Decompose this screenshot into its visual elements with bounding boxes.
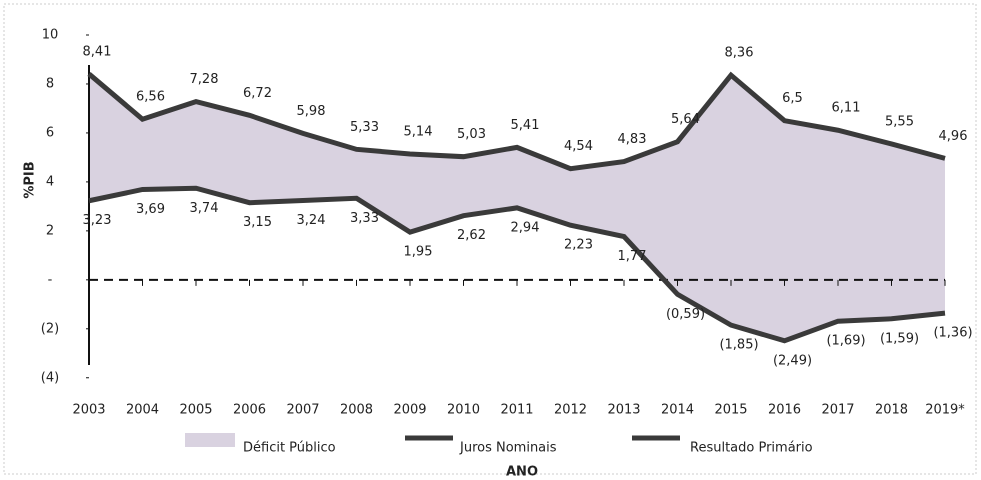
data-label: 3,74 <box>190 201 219 216</box>
x-tick-label: 2004 <box>126 403 159 418</box>
data-label: 5,64 <box>671 112 700 127</box>
data-label: 4,83 <box>618 132 647 147</box>
series-line <box>87 71 946 172</box>
y-tick-label: 8 <box>46 76 54 91</box>
data-label: (0,59) <box>666 307 705 322</box>
x-tick-label: 2017 <box>821 403 854 418</box>
data-label: (1,36) <box>933 326 972 341</box>
x-tick-label: 2016 <box>768 403 801 418</box>
x-tick-label: 2018 <box>875 403 908 418</box>
data-label: 5,41 <box>511 118 540 133</box>
x-tick-label: 2008 <box>340 403 373 418</box>
x-tick-label: 2010 <box>447 403 480 418</box>
data-label: (2,49) <box>773 353 812 368</box>
x-tick-label: 2012 <box>554 403 587 418</box>
data-label: 6,11 <box>832 101 861 116</box>
data-label: 6,5 <box>782 91 803 106</box>
y-tick-label: 2 <box>46 223 54 238</box>
legend-label: Resultado Primário <box>690 441 813 456</box>
data-label: 5,55 <box>885 114 914 129</box>
x-tick-label: 2009 <box>393 403 426 418</box>
data-label: 2,62 <box>457 228 486 243</box>
data-label: (1,85) <box>719 338 758 353</box>
data-label: 3,23 <box>83 213 112 228</box>
data-label: 8,36 <box>725 46 754 61</box>
y-tick-label: 4 <box>46 174 54 189</box>
data-label: 6,72 <box>243 86 272 101</box>
data-label: 7,28 <box>190 72 219 87</box>
x-tick-label: 2014 <box>661 403 694 418</box>
x-tick-label: 2015 <box>714 403 747 418</box>
x-tick-label: 2003 <box>72 403 105 418</box>
series-line <box>88 185 946 344</box>
data-label: 1,95 <box>404 245 433 260</box>
y-tick-label: (4) <box>41 370 59 385</box>
data-label: 5,03 <box>457 127 486 142</box>
data-label: 5,14 <box>404 124 433 139</box>
x-axis-label: ANO <box>506 465 538 480</box>
data-label: 2,23 <box>564 238 593 253</box>
x-tick-label: 2006 <box>233 403 266 418</box>
y-tick-label: (2) <box>41 321 59 336</box>
data-label: 1,77 <box>618 249 647 264</box>
x-tick-label: 2005 <box>179 403 212 418</box>
y-tick-label: 10 <box>42 28 59 43</box>
data-label: (1,59) <box>880 331 919 346</box>
data-label: 8,41 <box>83 44 112 59</box>
data-label: 3,69 <box>136 202 165 217</box>
x-tick-label: 2013 <box>607 403 640 418</box>
data-label: 6,56 <box>136 90 165 105</box>
data-label: 5,33 <box>350 120 379 135</box>
data-label: 3,15 <box>243 215 272 230</box>
legend-label: Juros Nominais <box>459 441 557 456</box>
data-label: 4,96 <box>939 129 968 144</box>
data-label: (1,69) <box>826 334 865 349</box>
data-label: 3,24 <box>297 213 326 228</box>
legend-swatch <box>185 433 235 447</box>
x-tick-label: 2007 <box>286 403 319 418</box>
data-label: 3,33 <box>350 211 379 226</box>
x-tick-label: 2019* <box>925 403 965 418</box>
y-axis-label: %PIB <box>23 161 38 198</box>
y-tick-label: 6 <box>46 125 54 140</box>
data-label: 2,94 <box>511 220 540 235</box>
x-tick-label: 2011 <box>500 403 533 418</box>
data-label: 5,98 <box>297 104 326 119</box>
y-tick-label: - <box>48 272 53 287</box>
data-label: 4,54 <box>564 139 593 154</box>
legend-label: Déficit Público <box>243 441 336 456</box>
